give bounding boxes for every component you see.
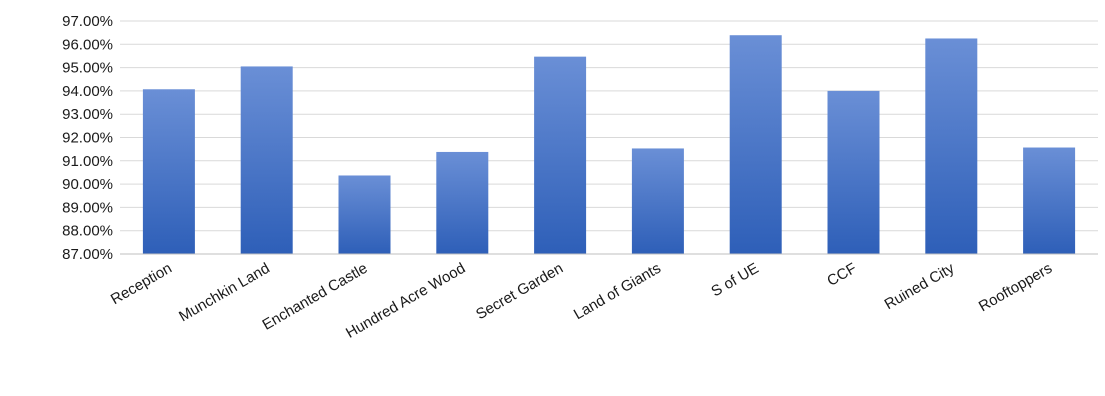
y-tick-label: 90.00%: [62, 176, 113, 193]
y-axis-tick-labels: 87.00% 88.00% 89.00% 90.00% 91.00% 92.00% 93.0…: [62, 13, 113, 263]
y-tick-label: 92.00%: [62, 130, 113, 147]
bar-s-of-ue: [729, 35, 782, 255]
y-tick-label: 97.00%: [62, 13, 113, 30]
bar-reception: [142, 89, 195, 254]
y-tick-label: 87.00%: [62, 246, 113, 263]
x-tick-label-munchkin-land: Munchkin Land: [176, 260, 273, 326]
y-tick-label: 91.00%: [62, 153, 113, 170]
bar-ccf: [827, 90, 880, 255]
y-tick-label: 96.00%: [62, 36, 113, 53]
x-tick-label-rooftoppers: Rooftoppers: [976, 260, 1055, 316]
y-tick-label: 95.00%: [62, 60, 113, 77]
x-tick-label-reception: Reception: [108, 260, 175, 308]
y-tick-label: 93.00%: [62, 106, 113, 123]
x-tick-label-ccf: CCF: [824, 260, 859, 290]
y-tick-label: 94.00%: [62, 83, 113, 100]
y-tick-label: 89.00%: [62, 199, 113, 216]
bar-secret-garden: [534, 56, 587, 254]
x-tick-label-land-of-giants: Land of Giants: [571, 260, 664, 324]
x-tick-label-s-of-ue: S of UE: [708, 260, 761, 301]
bar-ruined-city: [925, 38, 978, 254]
bar-rooftoppers: [1023, 147, 1076, 254]
bar-hundred-acre-wood: [436, 151, 489, 254]
y-tick-label: 88.00%: [62, 223, 113, 240]
x-tick-label-ruined-city: Ruined City: [882, 259, 958, 313]
bar-enchanted-castle: [338, 175, 391, 254]
bar-land-of-giants: [631, 148, 684, 254]
x-tick-label-secret-garden: Secret Garden: [473, 260, 566, 324]
bar-munchkin-land: [240, 66, 293, 254]
bars: [142, 35, 1076, 255]
